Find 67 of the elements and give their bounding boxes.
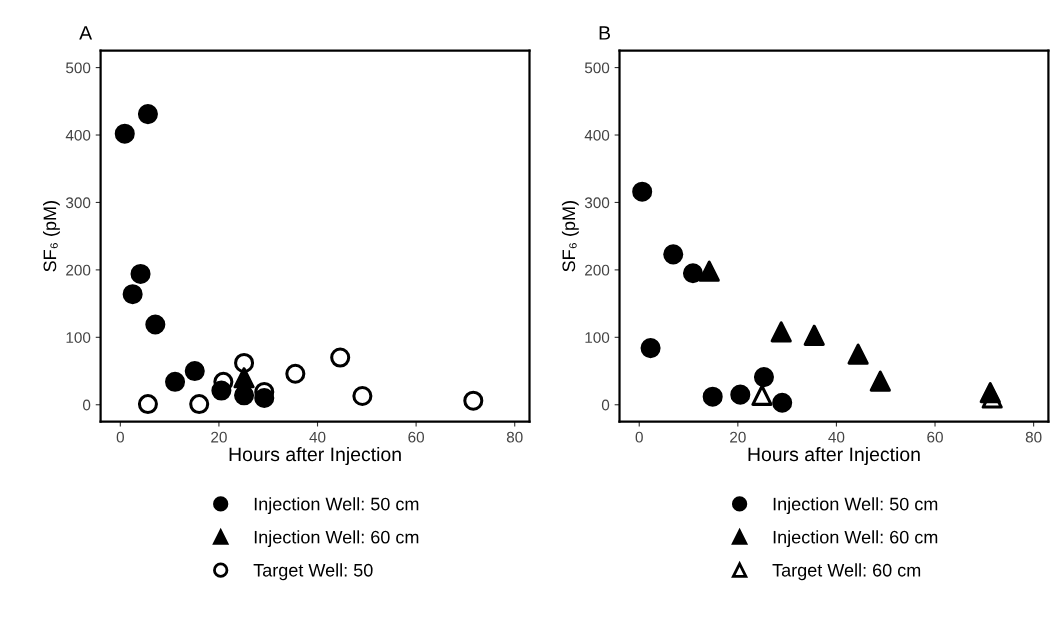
y-tick-label: 300 <box>65 197 91 209</box>
y-tick-label: 300 <box>584 197 610 209</box>
x-tick-label: 40 <box>828 431 845 443</box>
legend-label: Target Well: 50 <box>253 563 373 581</box>
x-tick-label: 40 <box>309 431 326 443</box>
point <box>632 181 653 202</box>
legend-label: Injection Well: 60 cm <box>773 530 938 548</box>
point <box>682 263 703 284</box>
y-tick-label: 200 <box>585 264 610 276</box>
point <box>702 386 723 407</box>
point <box>165 371 186 392</box>
x-tick-label: 20 <box>211 431 227 443</box>
point <box>137 104 158 125</box>
x-tick-label: 80 <box>1025 431 1042 443</box>
legend-label: Injection Well: 60 cm <box>254 530 419 548</box>
point <box>137 394 158 415</box>
y-axis-title: SF₆ (pM) <box>43 201 60 272</box>
legend-label: Injection Well: 50 cm <box>773 497 938 515</box>
x-axis-title: Hours after Injection <box>748 446 920 466</box>
x-tick-label: 60 <box>408 431 425 443</box>
y-axis-title: SF₆ (pM) <box>561 201 579 272</box>
y-tick-label: 500 <box>66 62 91 74</box>
y-tick-label: 100 <box>585 332 610 343</box>
point <box>122 284 143 305</box>
legend-label: Target Well: 60 cm <box>772 563 921 581</box>
point <box>803 324 825 346</box>
y-tick-label: 500 <box>584 62 610 74</box>
point <box>189 394 210 415</box>
point <box>130 263 151 284</box>
point <box>145 314 166 335</box>
point <box>463 390 484 411</box>
x-tick-label: 80 <box>506 431 523 443</box>
legend-label: Injection Well: 50 cm <box>254 497 419 515</box>
point <box>352 385 373 407</box>
point <box>234 385 255 406</box>
point <box>184 361 205 382</box>
point <box>751 384 773 406</box>
x-axis-title: Hours after Injection <box>229 446 401 466</box>
x-tick-label: 20 <box>730 431 746 443</box>
point <box>772 392 793 413</box>
point <box>254 387 275 409</box>
point <box>869 370 891 392</box>
y-tick-label: 200 <box>66 264 91 276</box>
point <box>285 363 306 384</box>
point <box>847 343 869 365</box>
x-tick-label: 0 <box>116 431 124 443</box>
point <box>770 321 792 343</box>
point <box>730 384 751 405</box>
point <box>753 367 774 388</box>
x-tick-label: 60 <box>927 431 943 443</box>
y-tick-label: 0 <box>82 399 91 411</box>
chart-title: B <box>599 26 611 40</box>
point <box>640 338 661 359</box>
point <box>114 123 135 144</box>
y-tick-label: 0 <box>601 399 610 411</box>
point <box>979 382 1001 404</box>
y-tick-label: 100 <box>66 332 91 343</box>
chart-title: A <box>79 26 93 40</box>
point <box>234 352 255 373</box>
x-tick-label: 0 <box>635 431 643 443</box>
point <box>698 260 720 282</box>
y-tick-label: 400 <box>65 129 91 141</box>
point <box>211 380 232 401</box>
point <box>233 367 255 389</box>
y-tick-label: 400 <box>584 129 610 141</box>
point <box>663 244 684 265</box>
point <box>330 347 351 368</box>
